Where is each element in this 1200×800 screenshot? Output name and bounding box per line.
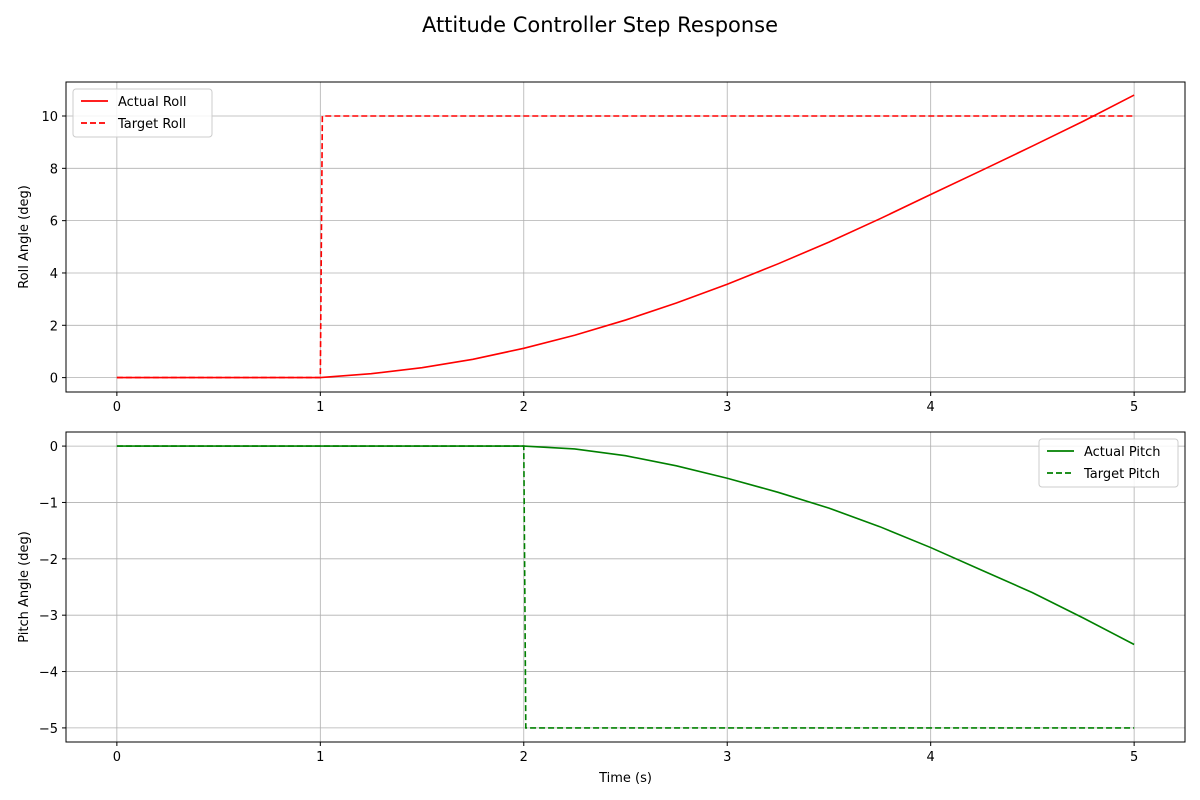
legend-label: Actual Pitch (1084, 445, 1161, 460)
x-tick-label: 5 (1130, 750, 1138, 765)
x-axis-label: Time (s) (598, 771, 652, 786)
x-tick-label: 4 (927, 400, 935, 415)
x-tick-label: 3 (723, 400, 731, 415)
y-tick-label: 0 (50, 440, 58, 455)
y-tick-label: −1 (39, 496, 58, 511)
y-tick-label: −2 (39, 553, 58, 568)
pitch-subplot: 0 1 2 3 4 5 0 −1 −2 −3 −4 −5 Pitch Angle (deg) Time (… (17, 431, 1186, 786)
legend-label: Target Roll (117, 117, 186, 132)
x-tick-label: 1 (316, 750, 324, 765)
y-tick-label: 10 (41, 110, 58, 125)
x-tick-label: 2 (520, 400, 528, 415)
legend: Actual Pitch Target Pitch (1038, 438, 1179, 488)
axes-frame (65, 431, 1186, 743)
y-tick-label: −3 (39, 609, 58, 624)
actual-roll-line (116, 94, 1135, 379)
legend-label: Actual Roll (118, 95, 187, 110)
x-tick-label: 5 (1130, 400, 1138, 415)
actual-pitch-line (116, 445, 1135, 646)
x-tick-label: 0 (113, 400, 121, 415)
chart-title: Attitude Controller Step Response (422, 13, 778, 37)
y-tick-label: −5 (39, 722, 58, 737)
y-tick-label: 8 (50, 162, 58, 177)
y-tick-label: 4 (50, 267, 58, 282)
x-tick-label: 3 (723, 750, 731, 765)
y-tick-label: −4 (39, 666, 58, 681)
roll-subplot: 0 1 2 3 4 5 0 2 4 6 8 10 Roll Angle (deg) Actual Roll… (17, 81, 1186, 415)
legend: Actual Roll Target Roll (72, 88, 213, 138)
x-tick-label: 4 (927, 750, 935, 765)
y-tick-label: 2 (50, 319, 58, 334)
y-axis-label: Pitch Angle (deg) (17, 531, 32, 643)
axes-frame (65, 81, 1186, 393)
target-roll-line (116, 115, 1135, 379)
x-tick-label: 2 (520, 750, 528, 765)
y-tick-label: 6 (50, 215, 58, 230)
legend-label: Target Pitch (1083, 467, 1160, 482)
y-axis-label: Roll Angle (deg) (17, 185, 32, 289)
x-tick-label: 0 (113, 750, 121, 765)
y-tick-label: 0 (50, 372, 58, 387)
target-pitch-line (116, 445, 1135, 729)
x-tick-label: 1 (316, 400, 324, 415)
